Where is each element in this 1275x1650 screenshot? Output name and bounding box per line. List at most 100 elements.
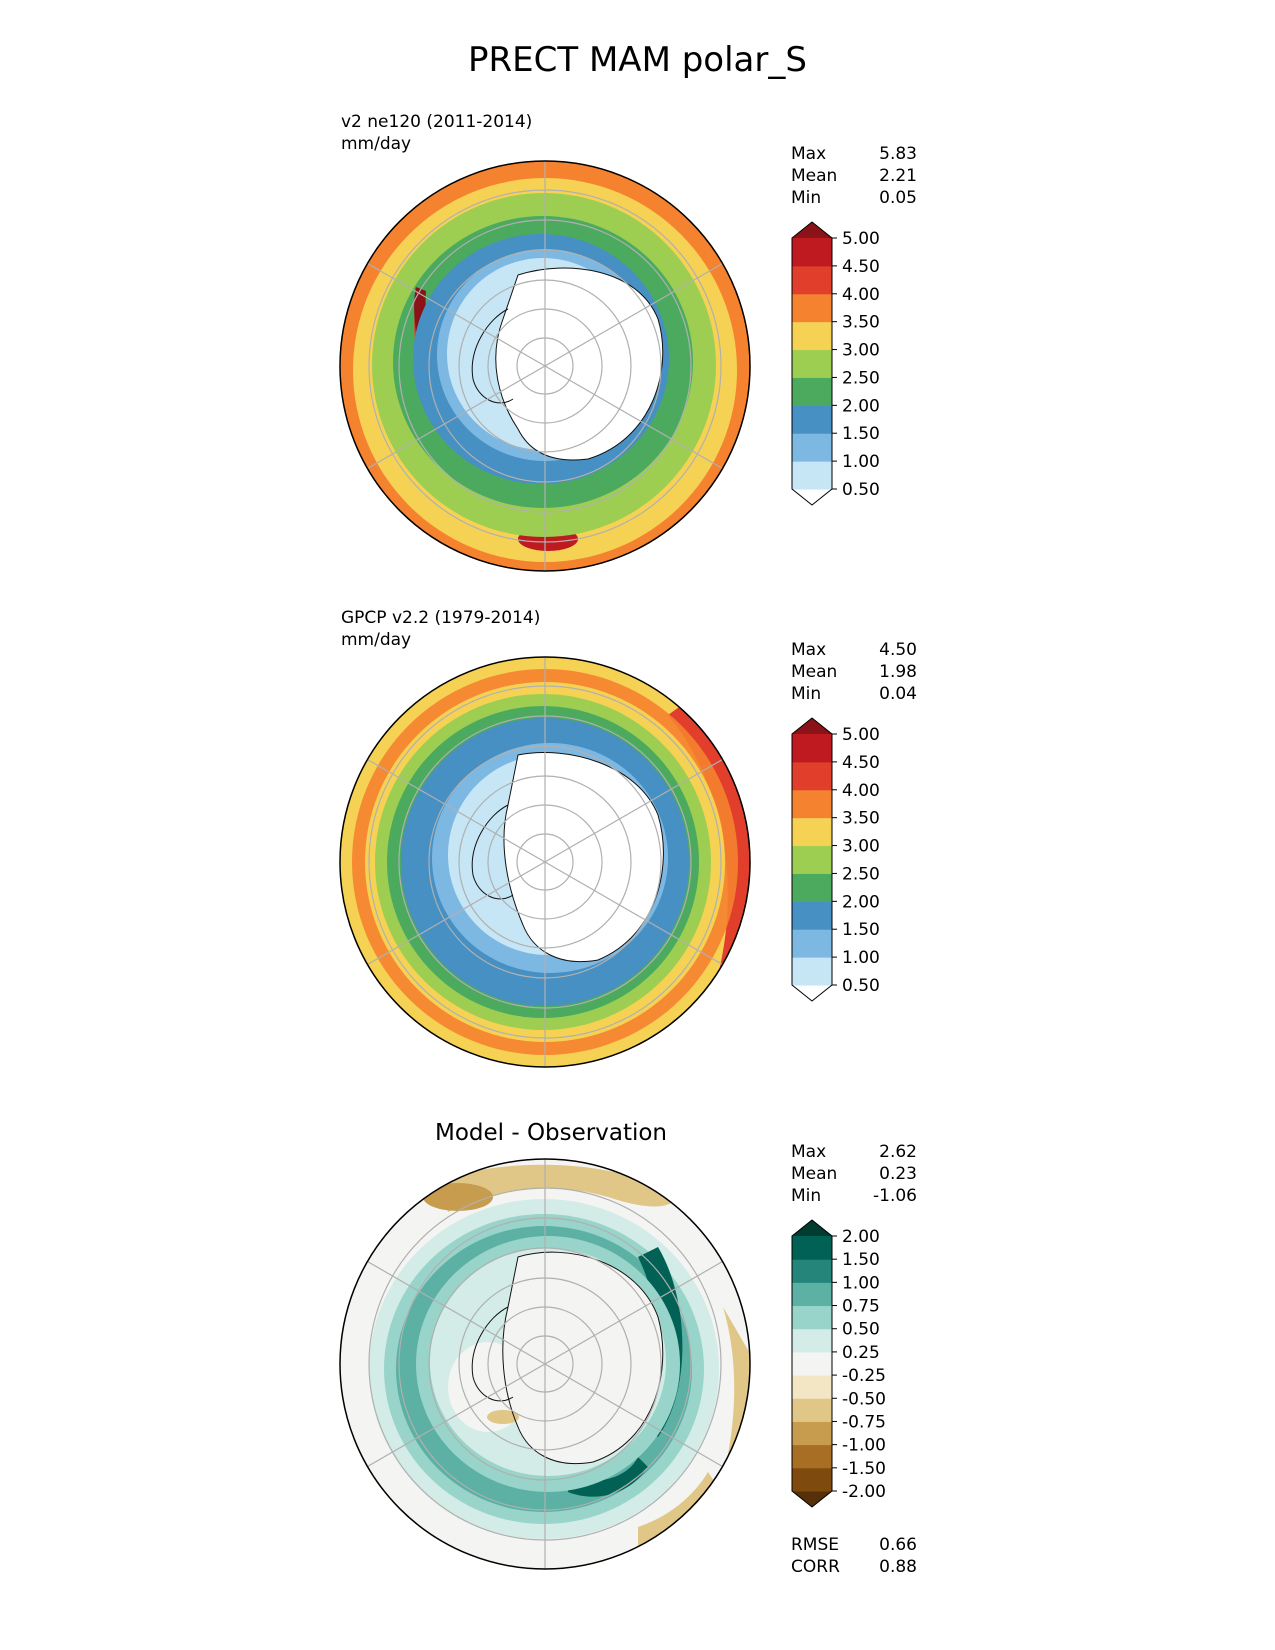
colorbar-tick-label: -0.75 <box>842 1412 886 1432</box>
stat-label: Min <box>791 188 822 208</box>
coastline <box>471 804 514 900</box>
colorbar-segment <box>792 901 832 930</box>
reference-colorbar: 0.50 1.00 1.50 2.00 2.50 3.00 3.50 4.00 4.50 5.00 <box>791 717 880 1002</box>
colorbar-tick-label: 2.50 <box>842 864 880 884</box>
stat-value: 2.62 <box>879 1142 917 1162</box>
stat-label: Min <box>791 684 822 704</box>
reference-label: GPCP v2.2 (1979-2014) <box>341 608 541 628</box>
colorbar-segment <box>792 873 832 902</box>
colorbar-tick-label: 0.50 <box>842 1320 880 1340</box>
colorbar-segment <box>792 238 832 267</box>
colorbar-segment <box>792 489 832 505</box>
colorbar-segment <box>792 1467 832 1492</box>
stat-value: 1.98 <box>879 662 917 682</box>
colorbar-tick-label: 5.00 <box>842 229 880 249</box>
colorbar-segment <box>792 405 832 434</box>
map-fill-ice <box>502 1252 663 1464</box>
colorbar-tick-label: 1.00 <box>842 452 880 472</box>
colorbar-segment <box>792 845 832 874</box>
colorbar-segment <box>792 377 832 406</box>
stat-value: 0.04 <box>879 684 917 704</box>
map-fill-ice <box>495 267 663 460</box>
colorbar-segment <box>792 1444 832 1469</box>
colorbar-tick-label: 4.50 <box>842 257 880 277</box>
colorbar-tick-label: 3.50 <box>842 809 880 829</box>
colorbar-segment <box>792 1421 832 1446</box>
metric-value: 0.66 <box>879 1535 917 1555</box>
map-gridlines <box>367 1159 723 1569</box>
difference-stats: Max 2.62 Mean 0.23 Min -1.06 <box>791 1142 917 1208</box>
colorbar-segment <box>792 293 832 323</box>
map-boundary <box>339 1158 751 1570</box>
difference-title: Model - Observation <box>434 1120 668 1146</box>
stat-label: Mean <box>791 166 838 186</box>
map-boundary <box>339 160 751 572</box>
colorbar-tick-label: -0.25 <box>842 1366 886 1386</box>
colorbar-tick-label: 2.00 <box>842 396 880 416</box>
colorbar-segment <box>792 957 832 986</box>
colorbar-segment <box>792 1375 832 1399</box>
colorbar-tick-label: 3.50 <box>842 313 880 333</box>
stat-label: Max <box>791 1142 827 1162</box>
colorbar-tick-label: 0.50 <box>842 976 880 996</box>
colorbar-segment <box>792 321 832 351</box>
map-fill-patch <box>568 1457 648 1497</box>
coastline <box>471 1306 514 1402</box>
stat-label: Max <box>791 144 827 164</box>
colorbar-tick-label: 2.00 <box>842 892 880 912</box>
colorbar-tick-label: 4.00 <box>842 781 880 801</box>
colorbar-segment <box>792 1259 832 1283</box>
stat-value: 0.23 <box>879 1164 917 1184</box>
colorbar-segment <box>792 718 832 734</box>
colorbar-segment <box>792 1398 832 1422</box>
figure-title: PRECT MAM polar_S <box>468 40 807 80</box>
difference-metrics: RMSE 0.66 CORR 0.88 <box>791 1535 917 1579</box>
stat-value: 0.05 <box>879 188 917 208</box>
test-map <box>339 160 751 572</box>
colorbar-tick-label: -1.50 <box>842 1459 886 1479</box>
colorbar-segment <box>792 789 832 819</box>
colorbar-segment <box>792 1236 832 1260</box>
stat-value: 2.21 <box>879 166 917 186</box>
map-fill-patch <box>638 1472 718 1552</box>
colorbar-segment <box>792 265 832 295</box>
colorbar-tick-label: -1.00 <box>842 1436 886 1456</box>
reference-stats: Max 4.50 Mean 1.98 Min 0.04 <box>791 640 917 706</box>
colorbar-segment <box>792 222 832 238</box>
map-fill-patch <box>448 1342 528 1432</box>
stat-label: Max <box>791 640 827 660</box>
colorbar-tick-label: 1.00 <box>842 948 880 968</box>
map-gridlines <box>367 161 723 571</box>
map-boundary <box>339 656 751 1068</box>
colorbar-segment <box>792 1220 832 1236</box>
colorbar-segment <box>792 1351 832 1376</box>
test-stats: Max 5.83 Mean 2.21 Min 0.05 <box>791 144 917 210</box>
colorbar-tick-label: 5.00 <box>842 725 880 745</box>
colorbar-tick-label: -0.50 <box>842 1389 886 1409</box>
colorbar-tick-label: 3.00 <box>842 341 880 361</box>
test-label: v2 ne120 (2011-2014) <box>341 112 533 132</box>
colorbar-segment <box>792 985 832 1001</box>
map-fill-patch <box>723 1307 750 1477</box>
colorbar-tick-label: 4.50 <box>842 753 880 773</box>
colorbar-tick-label: 2.50 <box>842 368 880 388</box>
colorbar-segment <box>792 761 832 791</box>
metric-label: CORR <box>791 1557 840 1577</box>
stat-value: -1.06 <box>873 1186 917 1206</box>
colorbar-tick-label: 0.25 <box>842 1343 880 1363</box>
colorbar-tick-label: 0.75 <box>842 1297 880 1317</box>
colorbar-tick-label: 0.50 <box>842 480 880 500</box>
colorbar-segment <box>792 1328 832 1353</box>
colorbar-tick-label: 4.00 <box>842 285 880 305</box>
colorbar-tick-label: 2.00 <box>842 1227 880 1247</box>
stat-label: Mean <box>791 662 838 682</box>
reference-map <box>339 656 751 1068</box>
test-units: mm/day <box>341 134 412 154</box>
colorbar-tick-label: 1.00 <box>842 1273 880 1293</box>
map-fill-patch <box>487 1410 519 1424</box>
coastline <box>495 267 664 461</box>
metric-value: 0.88 <box>879 1557 917 1577</box>
stat-value: 5.83 <box>879 144 917 164</box>
colorbar-segment <box>792 734 832 763</box>
colorbar-segment <box>792 461 832 490</box>
